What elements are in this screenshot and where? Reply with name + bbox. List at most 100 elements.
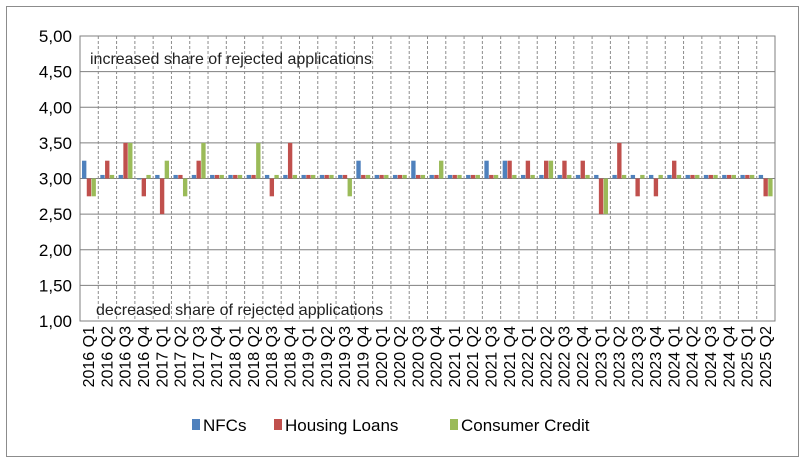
annotation-increased: increased share of rejected applications [90,51,372,68]
x-tick-label: 2017 Q2 [173,326,190,387]
bar-nfcs [173,174,178,179]
bar-nfcs [557,174,562,179]
x-tick-label: 2020 Q4 [429,326,446,387]
bar-nfcs [228,174,233,179]
bar-nfcs [630,174,636,179]
x-tick-label: 2023 Q3 [630,326,647,387]
x-tick-label: 2018 Q4 [282,326,299,387]
bar-consumer-credit [749,174,755,179]
bar-housing-loans [580,160,585,179]
bar-consumer-credit [292,174,298,179]
bar-nfcs [411,160,416,179]
x-tick-label: 2016 Q1 [81,326,98,387]
bar-consumer-credit [439,160,444,179]
y-axis-ticks: 1,00 1,50 2,00 2,50 3,00 3,50 4,00 4,50 5,00 [39,27,72,331]
bar-housing-loans [105,160,110,179]
y-tick-label: 3,50 [39,134,72,153]
x-tick-label: 2017 Q3 [191,326,208,387]
bar-consumer-credit [329,174,334,179]
annotation-decreased: decreased share of rejected applications [96,302,383,319]
x-tick-label: 2021 Q1 [447,326,464,387]
bar-housing-loans [617,142,622,179]
bar-housing-loans [726,174,732,179]
bar-housing-loans [507,160,512,179]
bar-consumer-credit [402,174,407,179]
x-tick-label: 2018 Q1 [227,326,244,387]
bar-consumer-credit [164,160,170,179]
bar-housing-loans [434,174,439,179]
bar-nfcs [520,174,526,179]
gridlines [79,35,776,322]
bar-nfcs [264,174,270,179]
bar-housing-loans [306,174,311,179]
bar-housing-loans [690,174,695,179]
bar-nfcs [685,174,690,179]
y-tick-label: 4,00 [39,98,72,117]
legend: NFCs Housing Loans Consumer Credit [192,416,590,435]
bar-housing-loans [525,160,531,179]
x-axis-ticks: 2016 Q1 2016 Q2 2016 Q3 2016 Q4 2017 Q1 2017 … [81,326,775,387]
x-tick-label: 2019 Q2 [319,326,336,387]
bar-consumer-credit [676,174,682,179]
bar-consumer-credit [567,174,572,179]
bar-housing-loans [562,160,567,179]
bar-consumer-credit [311,174,316,179]
bar-housing-loans [178,174,183,179]
y-tick-label: 3,00 [39,170,72,189]
bar-housing-loans [324,174,329,179]
x-tick-label: 2024 Q4 [721,326,738,387]
bar-consumer-credit [128,142,133,179]
bar-nfcs [338,174,343,179]
y-tick-label: 2,00 [39,241,72,260]
x-tick-label: 2020 Q1 [374,326,391,387]
legend-swatch-nfcs [192,419,200,430]
bar-nfcs [283,174,288,179]
bar-nfcs [539,174,544,179]
bar-nfcs [740,174,745,179]
x-tick-label: 2025 Q1 [740,326,757,387]
bar-housing-loans [397,174,403,179]
x-tick-label: 2019 Q1 [301,326,318,387]
x-tick-label: 2018 Q3 [264,326,281,387]
bar-housing-loans [452,174,457,179]
bar-housing-loans [123,142,128,179]
bar-nfcs [191,174,197,179]
y-tick-label: 5,00 [39,27,72,46]
bar-consumer-credit [713,174,718,179]
x-tick-label: 2021 Q4 [502,326,519,387]
bar-nfcs [703,174,709,179]
y-tick-label: 1,50 [39,276,72,295]
bar-nfcs [758,174,764,179]
bar-housing-loans [672,160,677,179]
bar-consumer-credit [530,174,535,179]
x-tick-label: 2022 Q2 [538,326,555,387]
bar-housing-loans [745,174,750,179]
legend-swatch-housing-loans [274,419,282,430]
bar-nfcs [594,174,599,179]
bar-consumer-credit [548,160,554,179]
bar-consumer-credit [621,174,627,179]
bar-nfcs [356,160,361,179]
bar-housing-loans [233,174,238,179]
bar-nfcs [210,174,215,179]
bar-consumer-credit [365,174,371,179]
x-tick-label: 2020 Q3 [410,326,427,387]
bar-consumer-credit [91,178,96,197]
bar-housing-loans [470,174,476,179]
bar-consumer-credit [219,174,224,179]
x-tick-label: 2025 Q2 [758,326,775,387]
x-tick-label: 2016 Q2 [99,326,116,387]
bar-nfcs [301,174,306,179]
bar-consumer-credit [237,174,243,179]
x-tick-label: 2019 Q3 [337,326,354,387]
x-tick-label: 2018 Q2 [246,326,263,387]
legend-label-housing-loans: Housing Loans [285,416,398,435]
bar-consumer-credit [274,174,279,179]
x-tick-label: 2017 Q1 [154,326,171,387]
bars [82,142,773,215]
x-tick-label: 2016 Q3 [118,326,135,387]
bar-housing-loans [214,174,220,179]
bar-consumer-credit [585,174,590,179]
bar-consumer-credit [347,178,352,197]
